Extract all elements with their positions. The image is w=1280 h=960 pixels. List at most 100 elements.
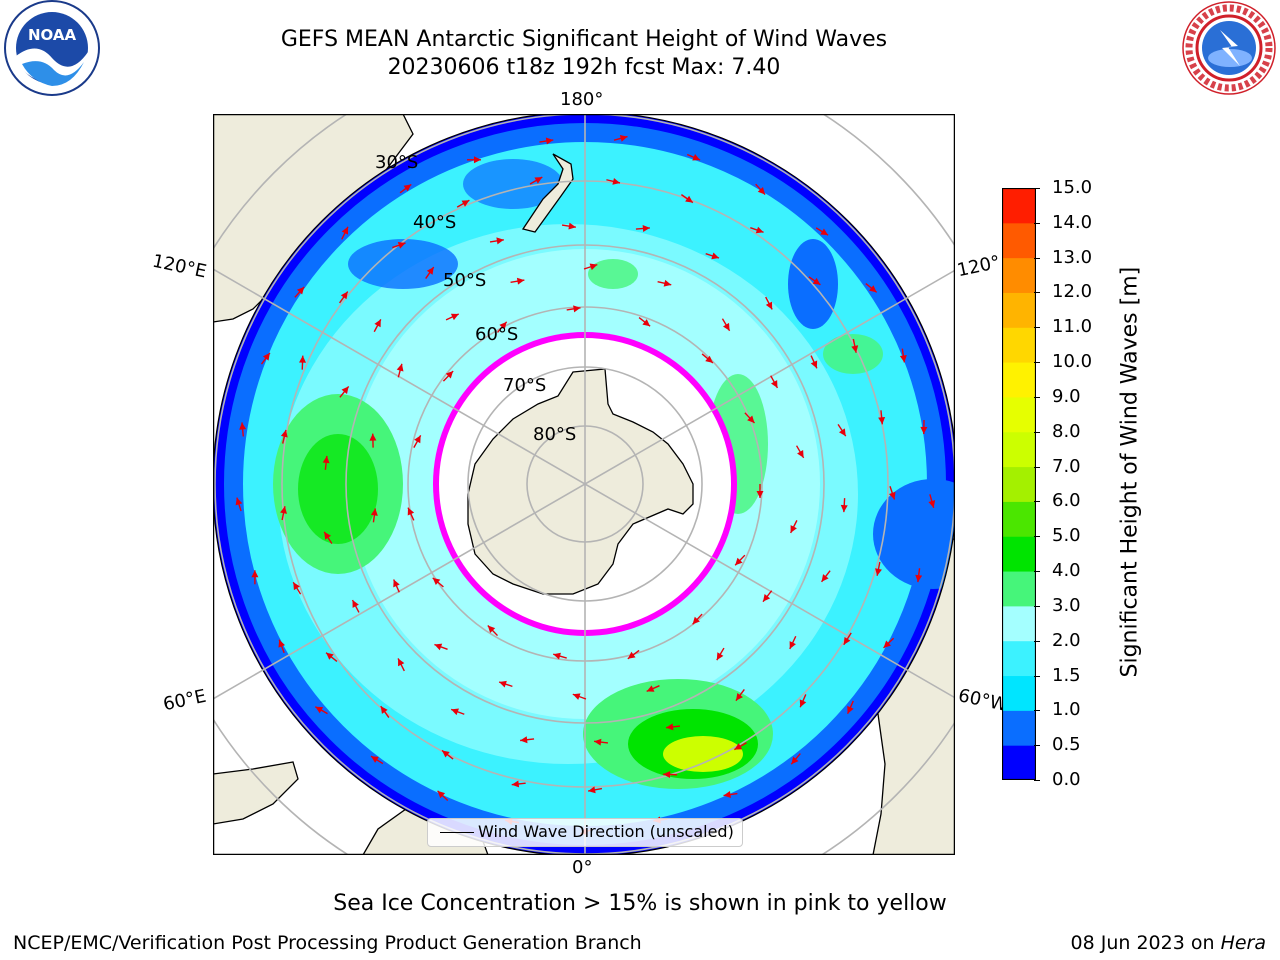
wind-arrow-head	[568, 222, 576, 230]
wind-arrow-head	[239, 422, 247, 430]
wind-arrow-head	[473, 156, 481, 164]
wind-arrow-head	[280, 429, 288, 438]
wind-arrow-head	[723, 791, 731, 798]
colorbar-tick-mark	[1034, 745, 1040, 747]
wind-arrow-head	[797, 449, 804, 458]
colorbar-tick-mark	[1034, 362, 1040, 364]
colorbar-tick-label: 7.0	[1052, 455, 1081, 477]
wind-arrow-head	[619, 135, 628, 142]
polar-map	[212, 113, 956, 856]
wind-arrow-head	[370, 508, 378, 516]
wind-arrow-head	[326, 652, 334, 660]
colorbar-tick-label: 5.0	[1052, 525, 1081, 547]
nws-logo	[1180, 0, 1278, 98]
colorbar-tick-label: 3.0	[1052, 594, 1081, 616]
wind-arrow-head	[705, 355, 713, 363]
colorbar-segment	[1002, 257, 1036, 293]
wind-arrow-head	[369, 433, 377, 441]
wind-arrow-head	[838, 428, 846, 437]
wind-arrow-head	[445, 371, 454, 379]
colorbar-tick-label: 8.0	[1052, 420, 1081, 442]
lon-label-60e: 60°E	[161, 685, 208, 716]
wind-arrow-head	[380, 706, 388, 714]
wind-arrow-head	[451, 708, 459, 716]
wind-arrow-head	[251, 570, 259, 578]
colorbar-tick-label: 15.0	[1052, 177, 1093, 198]
wind-arrow-head	[315, 706, 324, 714]
graticule	[213, 114, 955, 855]
wind-arrow-head	[847, 705, 854, 714]
chart-title: GEFS MEAN Antarctic Significant Height o…	[280, 27, 888, 52]
colorbar-svg	[1001, 187, 1037, 781]
legend-label: Wind Wave Direction (unscaled)	[478, 822, 734, 841]
wind-arrow-head	[821, 574, 829, 582]
wind-arrow-head	[442, 750, 450, 758]
wind-arrow-head	[461, 200, 470, 207]
wind-arrow-head	[851, 345, 859, 353]
colorbar-tick-label: 9.0	[1052, 385, 1081, 407]
lon-label-0: 0°	[572, 857, 593, 878]
wind-arrow-head	[487, 625, 496, 633]
colorbar-tick-mark	[1034, 257, 1040, 259]
footer-right: 08 Jun 2023 on Hera	[1071, 932, 1266, 954]
colorbar-tick-mark	[1034, 640, 1040, 642]
wind-arrow-head	[789, 641, 796, 649]
wind-arrow-head	[763, 593, 771, 602]
wind-arrow-head	[296, 286, 305, 295]
lat-label-70s: 70°S	[503, 375, 547, 396]
colorbar-label: Significant Height of Wind Waves [m]	[1117, 266, 1143, 678]
colorbar-tick-label: 10.0	[1052, 351, 1093, 373]
colorbar-tick-label: 11.0	[1052, 316, 1093, 338]
colorbar-segment	[1002, 292, 1036, 328]
footer-left: NCEP/EMC/Verification Post Processing Pr…	[13, 932, 642, 954]
wind-arrow-head	[434, 643, 443, 651]
wind-arrow-head	[646, 685, 655, 692]
wind-arrow-head	[403, 184, 412, 192]
wind-arrow-head	[810, 360, 818, 369]
colorbar-tick-mark	[1034, 780, 1040, 781]
colorbar-tick-label: 6.0	[1052, 490, 1081, 512]
wind-arrow-head	[553, 652, 561, 660]
lat-label-80s: 80°S	[533, 424, 577, 445]
colorbar-tick-mark	[1034, 605, 1040, 607]
wind-arrow-head	[278, 639, 285, 648]
colorbar-tick-mark	[1034, 292, 1040, 294]
colorbar-segment	[1002, 536, 1036, 572]
colorbar-tick-label: 2.0	[1052, 629, 1081, 651]
wind-arrow-head	[499, 321, 507, 330]
wind-arrow-head	[765, 301, 773, 310]
wind-arrow-head	[393, 579, 400, 588]
wind-arrow-head	[663, 771, 671, 779]
wind-arrow-head	[899, 355, 907, 363]
colorbar-segment	[1002, 675, 1036, 711]
lat-label-60s: 60°S	[475, 324, 519, 345]
wind-arrow-head	[520, 736, 528, 744]
lon-label-180: 180°	[560, 89, 604, 110]
wind-arrow-head	[293, 582, 300, 591]
colorbar	[1001, 187, 1037, 781]
wind-arrow-head	[735, 692, 743, 701]
wind-arrow-head	[262, 352, 270, 361]
colorbar-segment	[1002, 396, 1036, 433]
colorbar-segment	[1002, 571, 1036, 607]
wind-arrow-head	[888, 491, 896, 500]
wind-arrow-head	[723, 322, 730, 331]
lat-label-50s: 50°S	[443, 270, 487, 291]
colorbar-segment	[1002, 640, 1036, 677]
wind-arrows	[235, 135, 936, 835]
wind-arrow-head	[843, 636, 851, 645]
wind-arrow-head	[812, 277, 821, 285]
colorbar-segment	[1002, 188, 1036, 224]
wind-arrow-head	[790, 525, 797, 533]
wind-arrow-head	[324, 531, 332, 540]
colorbar-tick-label: 12.0	[1052, 281, 1093, 303]
wind-arrow-head	[374, 319, 381, 328]
wind-arrow-head	[642, 224, 650, 232]
wind-arrow-head	[545, 137, 554, 145]
lat-label-30s: 30°S	[375, 152, 419, 173]
colorbar-tick-mark	[1034, 327, 1040, 329]
wind-arrow-head	[627, 651, 636, 659]
wind-arrow-head	[685, 195, 693, 203]
footer-date: 08 Jun 2023 on	[1070, 932, 1221, 954]
wind-arrow-head	[396, 363, 404, 372]
